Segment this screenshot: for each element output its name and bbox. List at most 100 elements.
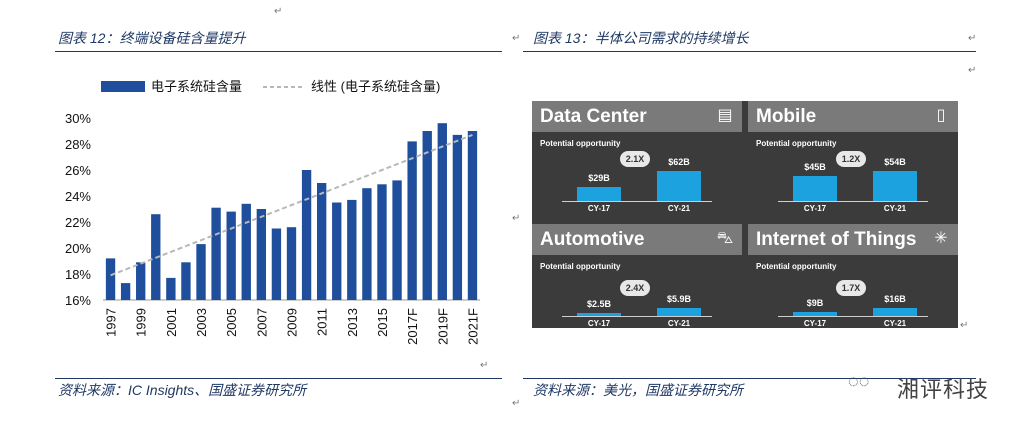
bar-2011 [316, 183, 327, 300]
panel-automotive: Automotive ⛍ Potential opportunity $2.5B… [532, 224, 742, 328]
bar-2007 [256, 209, 267, 300]
panel-title: Data Center [532, 101, 742, 132]
bar-CY-17 [577, 312, 621, 316]
panel-baseline [562, 201, 712, 202]
panel-baseline [778, 316, 928, 317]
car-icon: ⛍ [716, 230, 734, 247]
growth-multiplier-badge: 2.1X [620, 151, 650, 167]
x-tick-label: 2011 [315, 308, 330, 336]
panel-baseline [562, 316, 712, 317]
x-tick-label: 1997 [104, 308, 119, 337]
bar-CY-21 [873, 308, 917, 316]
paragraph-mark: ↵ [968, 65, 977, 76]
watermark: 湘评科技 [896, 377, 989, 402]
panel-internet-of-things: Internet of Things ✳ Potential opportuni… [748, 224, 958, 328]
bar-2014 [362, 188, 372, 300]
figure-12-source: 资料来源：IC Insights、国盛证券研究所 [58, 382, 307, 398]
bar-CY-21 [657, 171, 701, 201]
bar-CY-17 [793, 176, 837, 201]
bar-2016 [392, 180, 402, 300]
category-label: CY-17 [803, 319, 827, 328]
bar-value-label: $62B [668, 157, 690, 167]
bar-2008 [271, 228, 282, 300]
bar-2020F [452, 134, 463, 300]
category-label: CY-21 [883, 319, 907, 328]
bar-2001 [166, 277, 176, 300]
bar-2017F [407, 141, 417, 300]
figure-13-caption: 图表 13：半体公司需求的持续增长 [533, 30, 749, 46]
figure-13-source: 资料来源：美光，国盛证券研究所 [533, 382, 743, 398]
paragraph-mark: ↵ [274, 6, 283, 17]
bar-2009 [286, 227, 297, 300]
bar-2018F [422, 131, 432, 300]
bar-CY-21 [657, 308, 701, 316]
legend-label-bars: 电子系统硅含量 [151, 79, 242, 94]
legend-swatch-bars [101, 81, 145, 92]
bar-CY-17 [793, 311, 837, 316]
category-label: CY-17 [587, 319, 611, 328]
trendline [110, 133, 473, 277]
x-tick-label: 2021F [465, 308, 480, 345]
bar-1997 [105, 258, 116, 300]
wechat-icon: ◌◌ [848, 371, 870, 391]
y-tick-label: 30% [65, 111, 91, 126]
bar-2021F [467, 131, 478, 300]
bar-2004 [211, 207, 221, 300]
category-label: CY-17 [587, 204, 611, 213]
x-tick-label: 2017F [405, 308, 420, 345]
category-label: CY-21 [667, 319, 691, 328]
server-icon: ▤ [717, 107, 733, 124]
panel-mobile: Mobile ▯ Potential opportunity $45B CY-17… [748, 101, 958, 214]
bar-value-label: $16B [884, 294, 906, 304]
growth-multiplier-badge: 2.4X [620, 280, 650, 296]
x-tick-label: 2015 [375, 308, 390, 337]
bar-2015 [377, 184, 387, 300]
paragraph-mark: ↵ [512, 398, 521, 409]
bar-CY-21 [873, 171, 917, 201]
x-tick-label: 2009 [285, 308, 300, 337]
source-rule-left [55, 378, 502, 379]
x-tick-label: 2003 [194, 308, 209, 337]
bar-value-label: $45B [804, 162, 826, 172]
paragraph-mark: ↵ [480, 360, 489, 371]
paragraph-mark: ↵ [512, 213, 521, 224]
category-label: CY-21 [667, 204, 691, 213]
caption-rule-left [55, 51, 502, 52]
panel-data-center: Data Center ▤ Potential opportunity $29B… [532, 101, 742, 214]
panel-subtitle: Potential opportunity [540, 262, 621, 271]
bar-CY-17 [577, 186, 621, 201]
bar-value-label: $29B [588, 172, 610, 183]
x-tick-label: 1999 [134, 308, 149, 337]
x-tick-label: 2019F [435, 308, 450, 345]
y-tick-label: 16% [65, 293, 91, 308]
opportunity-infographic: Data Center ▤ Potential opportunity $29B… [532, 101, 958, 328]
source-rule-right [523, 378, 976, 379]
paragraph-mark: ↵ [968, 33, 977, 44]
phone-icon: ▯ [936, 107, 946, 124]
bar-2006 [241, 203, 251, 300]
bar-2003 [196, 244, 206, 300]
panel-title: Automotive [532, 224, 742, 255]
y-tick-label: 26% [65, 163, 91, 178]
x-tick-label: 2013 [345, 308, 360, 337]
bar-value-label: $2.5B [586, 298, 612, 309]
panel-baseline [778, 201, 928, 202]
growth-multiplier-badge: 1.7X [836, 280, 866, 296]
x-tick-label: 2001 [164, 308, 179, 337]
bar-1998 [120, 283, 131, 300]
y-tick-label: 28% [65, 137, 91, 152]
growth-multiplier-badge: 1.2X [836, 151, 866, 167]
paragraph-mark: ↵ [512, 33, 521, 44]
y-tick-label: 18% [65, 267, 91, 282]
bar-2002 [181, 262, 191, 300]
bar-1999 [136, 262, 146, 300]
bar-value-label: $5.9B [666, 294, 692, 304]
x-tick-label: 2007 [254, 308, 269, 337]
panel-subtitle: Potential opportunity [540, 139, 621, 148]
category-label: CY-21 [883, 204, 907, 213]
bar-2012 [332, 202, 342, 300]
panel-title: Mobile [748, 101, 958, 132]
x-tick-label: 2005 [224, 308, 239, 337]
bar-value-label: $54B [884, 157, 906, 167]
y-tick-label: 24% [65, 189, 91, 204]
